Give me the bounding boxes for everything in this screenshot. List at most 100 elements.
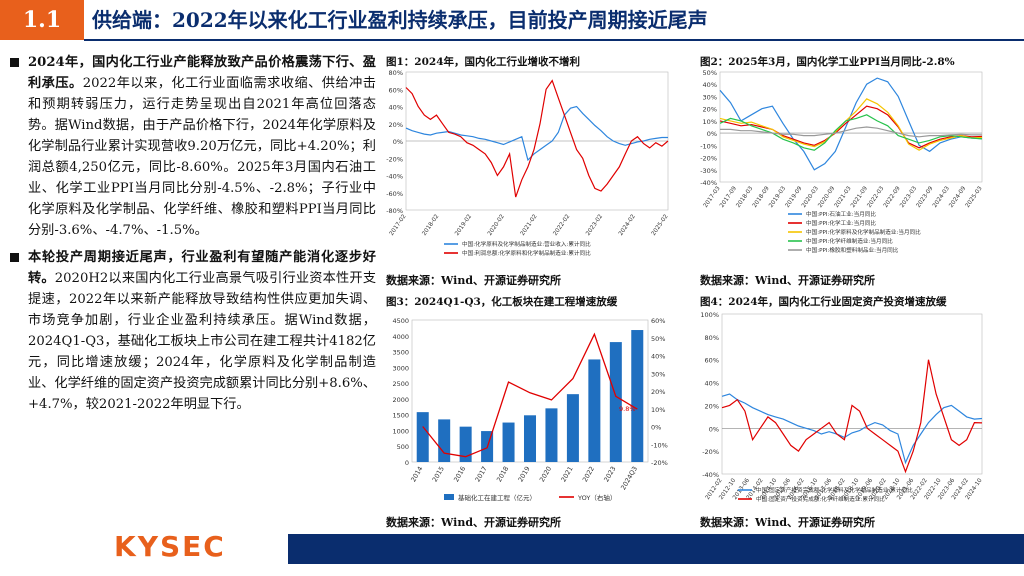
series-line <box>719 114 983 151</box>
y-tick-label: 40% <box>389 104 403 112</box>
y-tick-label: 0% <box>709 425 719 433</box>
bullet-2-body: 2020H2以来国内化工行业高景气吸引行业资本性开支提速，2022年以来新产能释… <box>28 271 377 412</box>
series-line <box>721 359 983 474</box>
bullet-list: 2024年，国内化工行业产能释放致产品价格震荡下行、盈利承压。2022年以来，化… <box>8 52 376 421</box>
y-tick-label: -20% <box>702 448 719 456</box>
fig2-chart: 50%40%30%20%10%0%-10%-20%-30%-40%2017-03… <box>700 69 984 254</box>
bullet-1-lead: 2024年，国内化工行业产能释放致产品价格震荡下行、盈利承压。 <box>28 55 376 91</box>
kysec-logo: KYSEC <box>114 530 226 563</box>
x-tick-label: 2019-02 <box>454 213 473 237</box>
legend-label: 中国:利润总额:化学原料和化学制品制造业:累计同比 <box>462 249 591 257</box>
x-tick-label: 2025-03 <box>965 185 984 209</box>
x-tick-label: 2022-02 <box>553 213 572 237</box>
y2-tick-label: 60% <box>651 317 665 325</box>
y-tick-label: 1000 <box>392 427 409 435</box>
y2-tick-label: 40% <box>651 353 665 361</box>
legend-label: 中国:PPI:化学纤维制造业:当月同比 <box>806 237 893 245</box>
section-number-badge: 1.1 <box>0 0 84 40</box>
x-tick-label: 2021 <box>559 465 574 483</box>
fig1-source: 数据来源：Wind、开源证券研究所 <box>386 274 562 287</box>
legend-label: YOY（右轴） <box>577 493 616 502</box>
y-tick-label: 3500 <box>392 349 409 357</box>
y-tick-label: 2000 <box>392 396 409 404</box>
x-tick-label: 2020-02 <box>487 213 506 237</box>
y-tick-label: -20% <box>386 155 403 163</box>
header-divider <box>84 39 1024 41</box>
legend-label: 中国:固定资产投资完成额:化学原料及化学制品制造业:累计同比 <box>756 486 913 494</box>
legend-label: 中国:PPI:化学原料及化学制品制造业:当月同比 <box>806 228 921 236</box>
legend-swatch <box>444 494 454 500</box>
y-tick-label: 0 <box>405 459 409 467</box>
bar <box>631 330 644 462</box>
fig1-title: 图1：2024年，国内化工行业增收不增利 <box>386 56 581 68</box>
y-tick-label: 10% <box>703 118 717 126</box>
fig3-title: 图3：2024Q1-Q3，化工板块在建工程增速放缓 <box>386 296 618 308</box>
y-tick-label: 20% <box>703 106 717 114</box>
y2-tick-label: -10% <box>651 441 668 449</box>
x-tick-label: 2023-02 <box>585 213 604 237</box>
fig3-source: 数据来源：Wind、开源证券研究所 <box>386 516 562 529</box>
y-tick-label: 2500 <box>392 380 409 388</box>
footer-logo-area <box>0 528 284 576</box>
x-tick-label: 2016 <box>452 465 467 483</box>
y-tick-label: 80% <box>705 334 719 342</box>
fig4-title: 图4：2024年，国内化工行业固定资产投资增速放缓 <box>700 296 947 308</box>
y-tick-label: 500 <box>397 443 409 451</box>
fig3-chart: 4500 4000 3500 3000 2500 2000 1500 1000 500 0 60% 5… <box>392 317 668 502</box>
x-tick-label: 2022 <box>581 465 596 483</box>
bar <box>502 422 515 462</box>
series-line <box>405 79 669 198</box>
bullet-1: 2024年，国内化工行业产能释放致产品价格震荡下行、盈利承压。2022年以来，化… <box>8 52 376 241</box>
y-tick-label: -80% <box>386 207 403 215</box>
y-tick-label: 40% <box>703 81 717 89</box>
y-tick-label: 30% <box>703 93 717 101</box>
x-tick-label: 2024-02 <box>618 213 637 237</box>
legend-label: 基础化工在建工程（亿元） <box>458 493 536 502</box>
bullet-1-body: 2022年以来，化工行业面临需求收缩、供给冲击和预期转弱压力，运行走势呈现出自2… <box>28 76 376 238</box>
y-tick-label: 0% <box>393 138 403 146</box>
fig4-source: 数据来源：Wind、开源证券研究所 <box>700 516 876 529</box>
square-bullet-icon <box>10 253 19 262</box>
square-bullet-icon <box>10 58 19 67</box>
x-tick-label: 2018-02 <box>422 213 441 237</box>
y-tick-label: 60% <box>705 357 719 365</box>
y-tick-label: 0% <box>707 130 717 138</box>
fig1-chart: 80% 60% 40% 20% 0% -20% -40% -60% -80%2017-02 201… <box>386 69 670 257</box>
series-line <box>720 126 982 138</box>
y-tick-label: -60% <box>386 190 403 198</box>
x-tick-label: 2015 <box>431 465 446 483</box>
bar <box>459 426 472 462</box>
series-line <box>719 98 983 151</box>
bar <box>523 415 537 462</box>
y-tick-label: 4500 <box>392 317 409 325</box>
y-tick-label: 100% <box>700 311 719 319</box>
page-title: 供给端：2022年以来化工行业盈利持续承压，目前投产周期接近尾声 <box>92 8 708 32</box>
y2-tick-label: 10% <box>651 406 665 414</box>
y-tick-label: -40% <box>700 179 717 187</box>
y-tick-label: 60% <box>389 86 403 94</box>
legend-label: 中国:固定资产投资完成额:化学纤维制造业:累计同比 <box>756 495 885 503</box>
x-tick-label: 2019 <box>517 465 532 483</box>
fig2-title: 图2：2025年3月，国内化学工业PPI当月同比-2.8% <box>700 56 955 68</box>
y-tick-label: 40% <box>705 380 719 388</box>
y-tick-label: 50% <box>703 69 717 77</box>
legend-label: 中国:PPI:化学工业:当月同比 <box>806 219 876 227</box>
x-tick-label: 2024Q3 <box>619 465 639 491</box>
y2-tick-label: 0% <box>651 424 661 432</box>
bar <box>438 419 451 462</box>
x-tick-label: 2020 <box>538 465 553 483</box>
y-tick-label: 1500 <box>392 412 409 420</box>
y-tick-label: 4000 <box>392 333 409 341</box>
y-tick-label: -10% <box>700 142 717 150</box>
bar <box>588 359 601 462</box>
fig4-chart: 100%80%60%40%20%0%-20%-40%2012-022012-10… <box>700 311 983 503</box>
bar <box>416 412 429 462</box>
bullet-2: 本轮投产周期接近尾声，行业盈利有望随产能消化逐步好转。2020H2以来国内化工行… <box>8 247 376 415</box>
y2-tick-label: -20% <box>651 459 668 467</box>
y-tick-label: -20% <box>700 155 717 163</box>
legend-label: 中国:PPI:橡胶和塑料制品业:当月同比 <box>806 246 899 254</box>
bar <box>545 408 558 462</box>
legend-label: 中国:PPI:石油工业:当月同比 <box>806 210 876 218</box>
y2-tick-label: 50% <box>651 335 665 343</box>
legend-label: 中国:化学原料及化学制品制造业:营业收入:累计同比 <box>462 240 591 248</box>
